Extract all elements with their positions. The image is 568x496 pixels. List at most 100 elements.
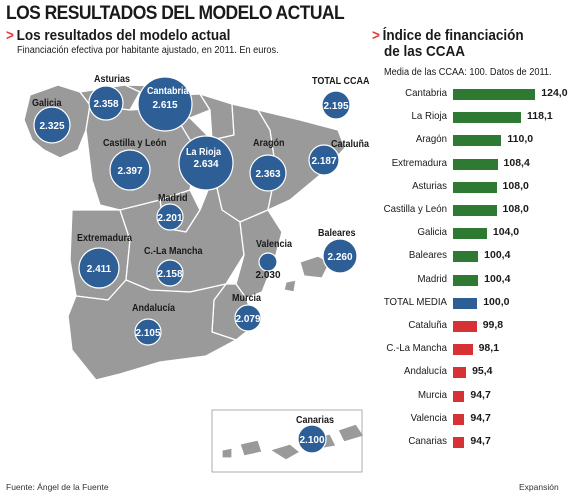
- bar-label: Extremadura: [391, 156, 447, 169]
- map-region-ibiza: [283, 279, 297, 293]
- bar: [453, 228, 487, 240]
- bubble-value-0: 2.325: [39, 121, 64, 132]
- region-label-murcia: Murcia: [232, 293, 262, 304]
- bubble-value-5: 2.634: [193, 159, 218, 170]
- bubble-value-13: 2.079: [235, 314, 260, 325]
- bubble-value-8: 2.201: [157, 213, 182, 224]
- bar: [453, 205, 497, 216]
- bar: [453, 158, 498, 170]
- bar: [453, 89, 536, 100]
- credit-footer: Expansión: [519, 482, 559, 492]
- bar-value: 108,0: [502, 203, 529, 215]
- bubble-6: [249, 154, 287, 192]
- bar-label: Canarias: [408, 435, 447, 447]
- bar-label: Madrid: [417, 272, 447, 285]
- bar: [453, 297, 478, 309]
- bar: [453, 344, 473, 356]
- region-label-la-rioja: La Rioja: [186, 147, 222, 158]
- map-region-valencia: [235, 209, 283, 299]
- map-region-baleares: [299, 255, 331, 279]
- bubble-value-6: 2.363: [255, 169, 280, 180]
- region-label-andalucia: Andalucía: [132, 303, 176, 314]
- bar-value: 94,7: [470, 388, 491, 401]
- bubble-1: [88, 85, 124, 121]
- bar: [453, 112, 521, 124]
- bar-value: 94,7: [470, 435, 491, 447]
- bar-label: Cantabria: [405, 87, 447, 99]
- bubble-value-2: 2.615: [152, 100, 177, 111]
- region-label-galicia: Galicia: [32, 98, 62, 109]
- bubble-value-12: 2.158: [157, 269, 182, 280]
- bubble-value-14: 2.105: [135, 328, 160, 339]
- bar-value: 104,0: [492, 226, 520, 239]
- bar-value: 118,1: [527, 110, 553, 123]
- bar-value: 110,0: [507, 133, 534, 146]
- bar-value: 108,0: [502, 179, 529, 192]
- bar-label: Andalucía: [404, 365, 447, 378]
- bar-label: Cataluña: [408, 319, 447, 331]
- region-label-asturias: Asturias: [94, 74, 131, 85]
- region-label-castilla-la-mancha: C.-La Mancha: [144, 246, 203, 257]
- bar: [453, 437, 465, 448]
- bar: [453, 321, 477, 332]
- bar: [453, 413, 465, 425]
- map-section-subtitle: Financiación efectiva por habitante ajus…: [17, 45, 279, 56]
- bar-label: C.-La Mancha: [386, 342, 447, 355]
- canarias-inset-frame: [211, 409, 363, 473]
- bar-label: Galicia: [417, 226, 447, 239]
- bubble-value-10: 2.260: [327, 252, 352, 263]
- bubble-15: [297, 424, 327, 454]
- bar-value: 94,7: [470, 411, 491, 424]
- bubble-value-4: 2.397: [117, 166, 142, 177]
- bar-label: La Rioja: [411, 110, 447, 123]
- bubble-14: [134, 318, 162, 346]
- bubble-value-9: 2.030: [255, 270, 280, 281]
- region-label-total-ccaa: TOTAL CCAA: [312, 76, 370, 87]
- bubble-4: [109, 149, 151, 191]
- chevron-right-icon: >: [6, 27, 14, 44]
- bar-label: Valencia: [410, 411, 447, 424]
- bubble-3: [321, 90, 351, 120]
- region-label-cataluna: Cataluña: [331, 139, 370, 150]
- bubble-7: [308, 144, 340, 176]
- bar-section-title-line2: de las CCAA: [384, 43, 466, 60]
- canarias-islands: [221, 423, 365, 461]
- bar-value: 95,4: [472, 365, 493, 378]
- bar-label: TOTAL MEDIA: [383, 295, 447, 308]
- bar-value: 99,8: [482, 319, 504, 331]
- bubble-2: [137, 76, 193, 132]
- region-label-madrid: Madrid: [158, 193, 188, 204]
- source-footer: Fuente: Ángel de la Fuente: [6, 482, 109, 492]
- bar: [453, 390, 465, 402]
- bar-label: Murcia: [418, 388, 447, 401]
- bar: [453, 181, 497, 193]
- region-label-valencia: Valencia: [256, 239, 293, 250]
- bubble-9: [258, 252, 278, 272]
- bubble-value-15: 2.100: [299, 435, 324, 446]
- bar-value: 98,1: [478, 342, 500, 355]
- bar-value: 100,0: [483, 295, 510, 308]
- bubble-10: [322, 238, 358, 274]
- bubble-11: [78, 247, 120, 289]
- bubble-layer: 2.325 2.358 2.615 2.195 2.397 2.634 2.363 2.187…: [33, 76, 358, 454]
- bubble-0: [33, 106, 71, 144]
- bar-value: 124,0: [541, 87, 568, 99]
- bar-section-subtitle: Media de las CCAA: 100. Datos de 2011.: [384, 67, 552, 78]
- bar-label: Baleares: [408, 249, 447, 262]
- region-label-baleares: Baleares: [318, 228, 356, 239]
- bar-label: Aragón: [415, 133, 447, 146]
- bubble-5: [178, 135, 234, 191]
- region-label-cantabria: Cantabria: [147, 86, 189, 97]
- bar-value: 108,4: [503, 156, 530, 169]
- bar-section-title-line1: Índice de financiación: [382, 27, 524, 44]
- bar-section-title: > Índice de financiación: [372, 28, 524, 44]
- bar: [453, 251, 479, 263]
- bar-label: Asturias: [412, 179, 447, 192]
- region-label-extremadura: Extremadura: [77, 233, 133, 244]
- spain-map: 2.325 2.358 2.615 2.195 2.397 2.634 2.363 2.187…: [23, 76, 365, 473]
- map-section-title: > Los resultados del modelo actual: [6, 28, 230, 44]
- bar-value: 100,4: [484, 272, 511, 285]
- map-section-title-text: Los resultados del modelo actual: [16, 27, 231, 44]
- bubble-13: [234, 304, 262, 332]
- bar: [453, 135, 502, 147]
